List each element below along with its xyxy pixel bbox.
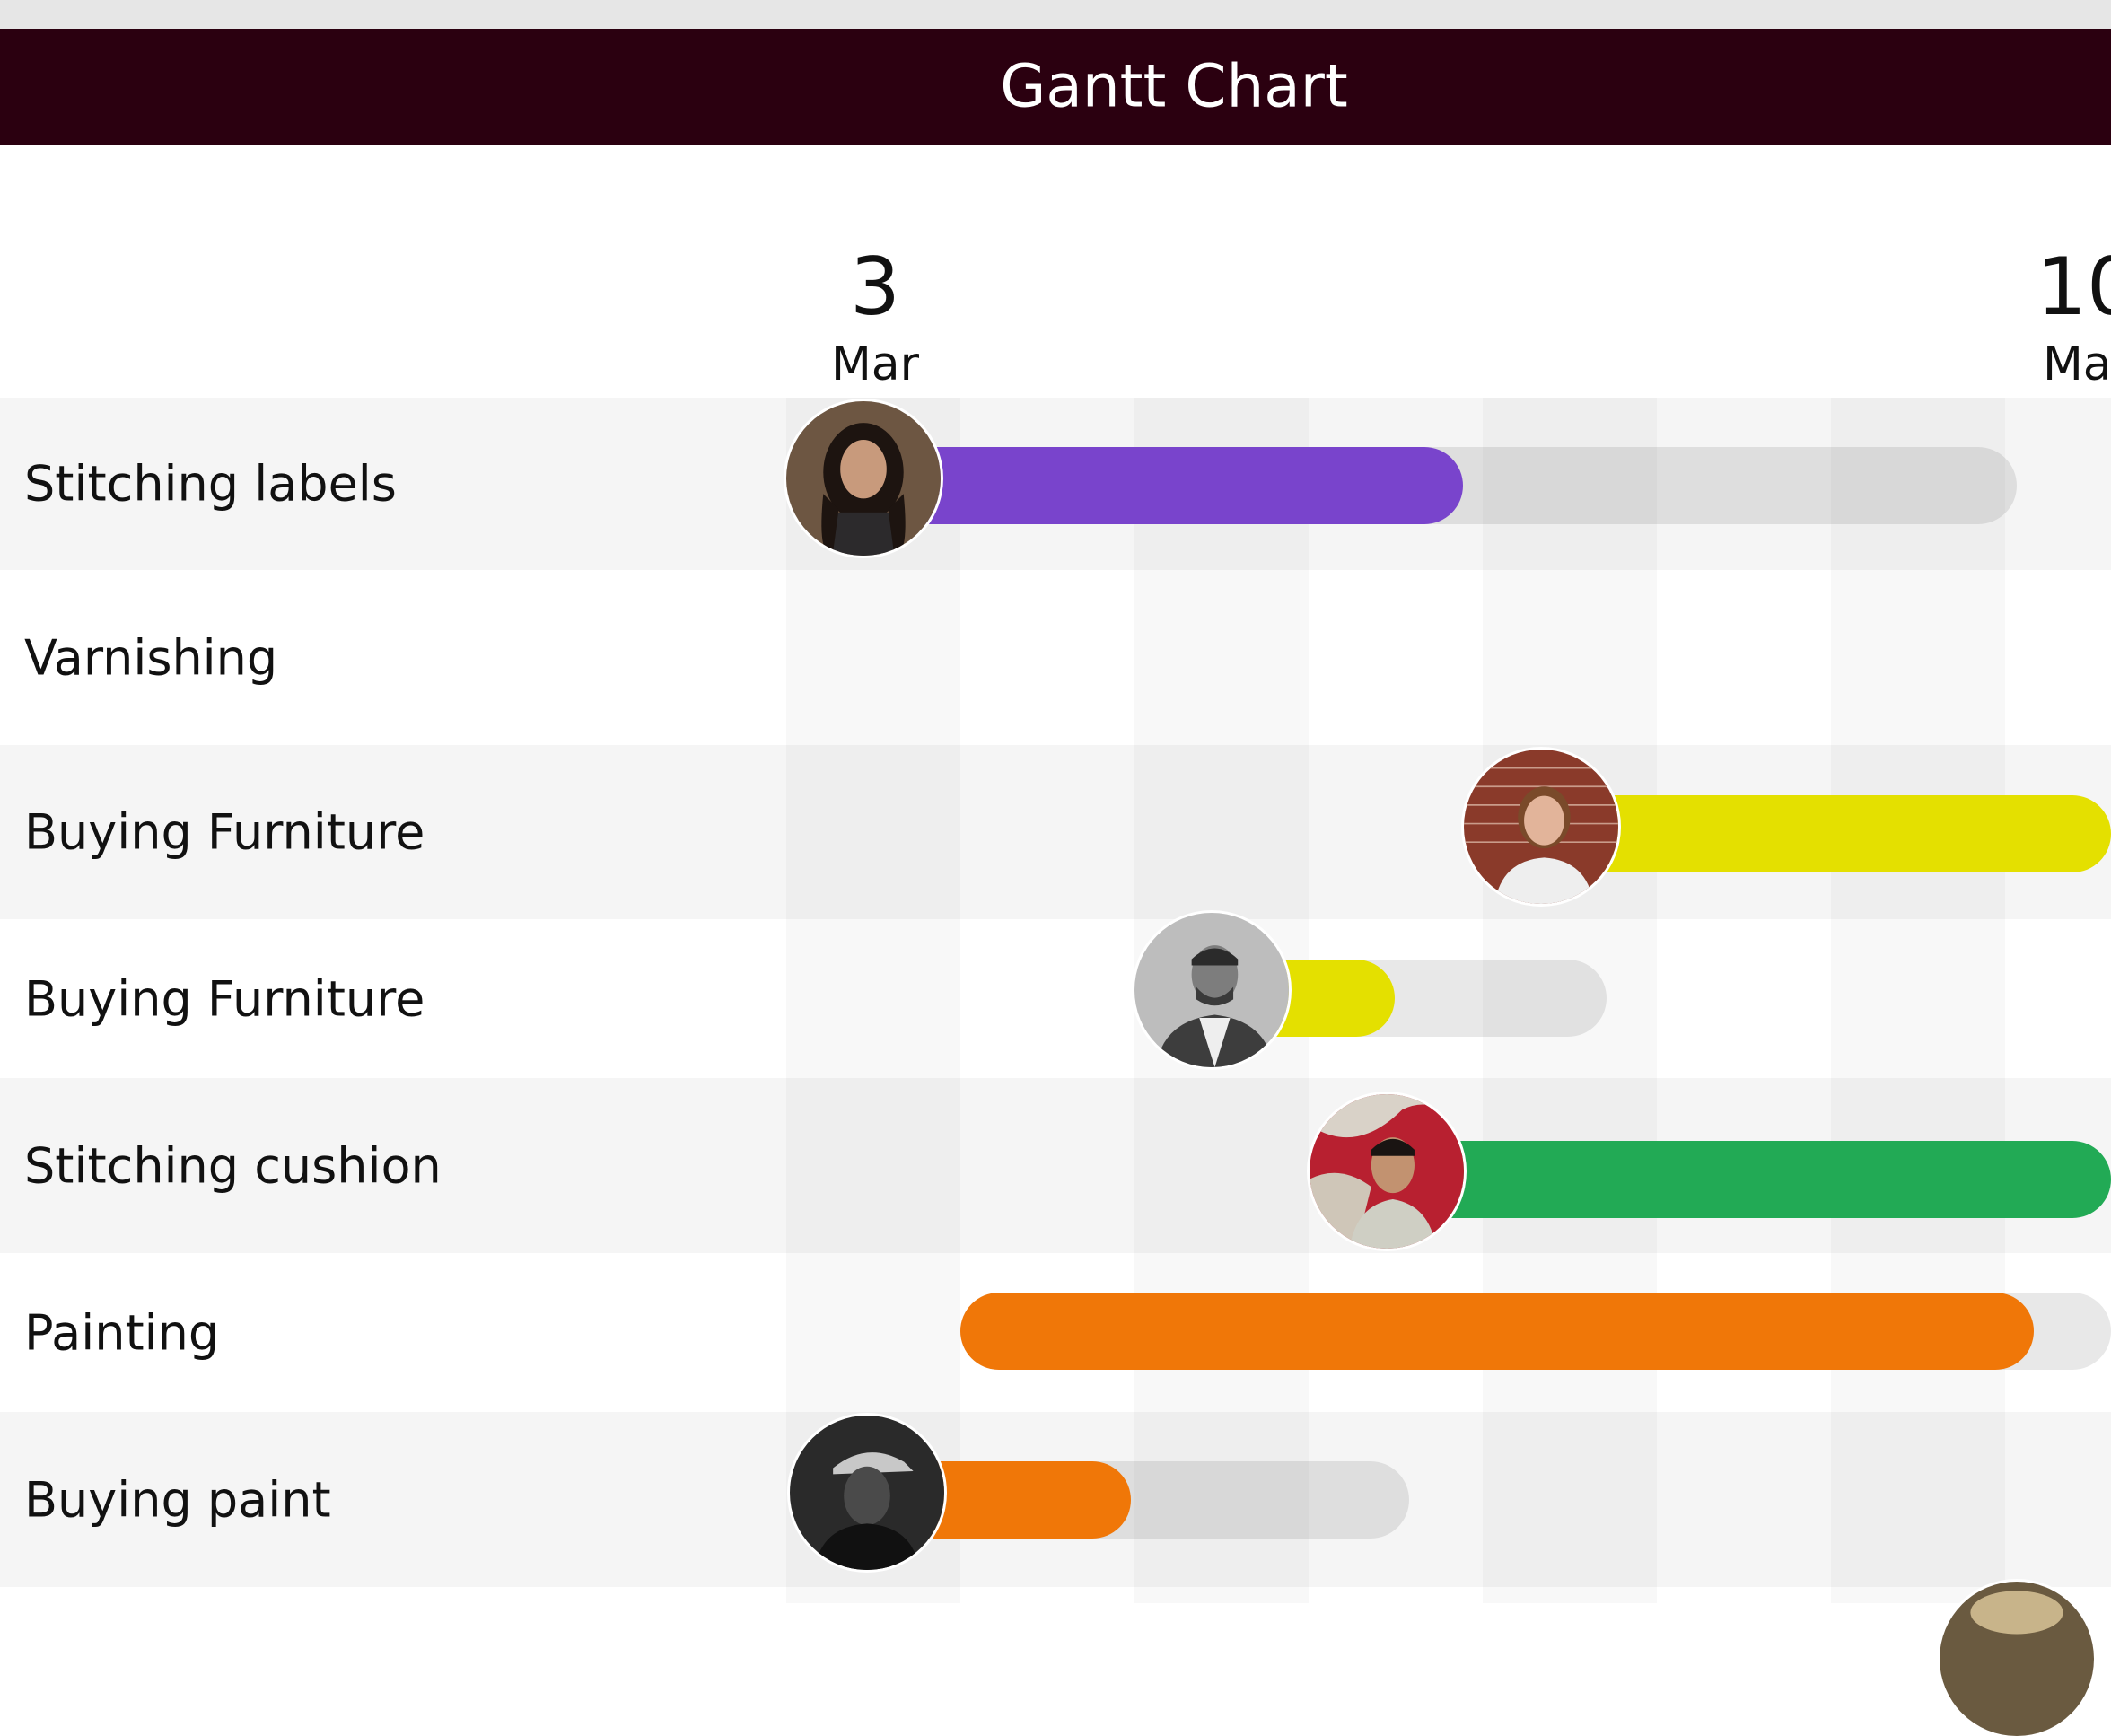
date-day: 3 <box>849 241 900 333</box>
header-bar: Gantt Chart <box>0 29 2111 145</box>
date-header: 10 Mar <box>2037 241 2111 392</box>
task-bar[interactable] <box>1544 795 2111 872</box>
day-column <box>1831 398 2005 1603</box>
woman-brick-wall-avatar <box>1464 750 1618 904</box>
date-month: Mar <box>2042 338 2111 391</box>
task-label: Stitching cushion <box>24 1137 442 1194</box>
task-label: Stitching labels <box>24 455 397 513</box>
task-bar[interactable] <box>960 1293 2034 1370</box>
partial-avatar <box>1940 1582 2094 1736</box>
task-bar[interactable] <box>1388 1141 2111 1218</box>
task-label: Painting <box>24 1304 220 1361</box>
task-row[interactable]: Stitching labels <box>0 398 2111 570</box>
woman-long-dark-hair-avatar <box>786 401 941 556</box>
task-label: Varnishing <box>24 629 278 686</box>
page-title: Gantt Chart <box>1000 51 1348 121</box>
man-grayscale-avatar <box>1134 913 1289 1067</box>
date-day: 10 <box>2037 241 2111 333</box>
task-row[interactable] <box>0 1587 2111 1603</box>
date-month: Mar <box>830 338 920 391</box>
task-label: Buying Furniture <box>24 970 425 1027</box>
man-cap-avatar <box>790 1416 944 1570</box>
task-row[interactable]: Varnishing <box>0 570 2111 745</box>
man-red-background-avatar <box>1310 1094 1464 1249</box>
top-strip <box>0 0 2111 29</box>
task-bar[interactable] <box>862 447 1463 524</box>
task-label: Buying Furniture <box>24 803 425 861</box>
task-row[interactable]: Buying Furniture <box>0 919 2111 1078</box>
date-header: 3 Mar <box>830 241 920 392</box>
task-label: Buying paint <box>24 1471 331 1528</box>
